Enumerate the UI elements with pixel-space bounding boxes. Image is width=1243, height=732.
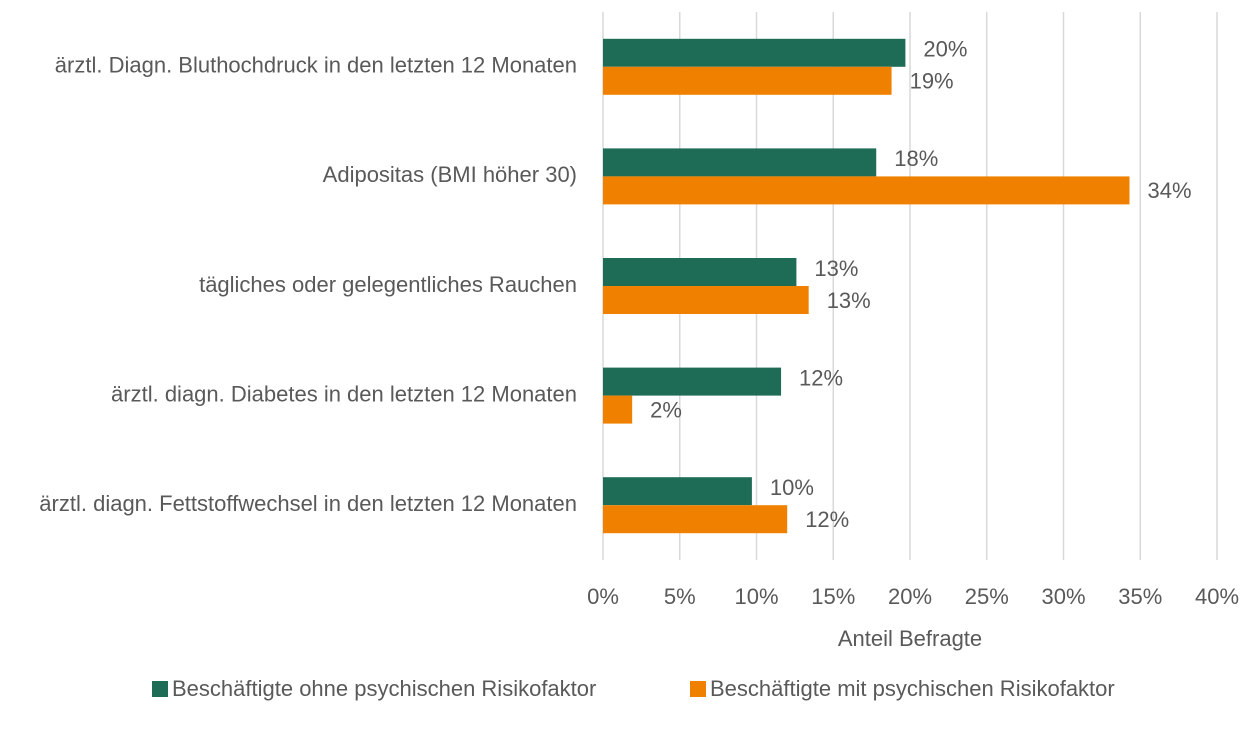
data-label: 12%	[805, 507, 849, 532]
x-tick-label: 10%	[734, 584, 778, 609]
y-tick-label: tägliches oder gelegentliches Rauchen	[199, 272, 577, 297]
y-tick-label: Adipositas (BMI höher 30)	[323, 162, 577, 187]
x-tick-label: 35%	[1118, 584, 1162, 609]
y-tick-label: ärztl. diagn. Diabetes in den letzten 12…	[111, 381, 577, 406]
legend-swatch	[690, 681, 706, 697]
legend-label: Beschäftigte mit psychischen Risikofakto…	[710, 676, 1115, 701]
data-label: 20%	[923, 37, 967, 62]
data-label: 34%	[1148, 178, 1192, 203]
data-label: 12%	[799, 365, 843, 390]
bar	[603, 367, 782, 396]
x-tick-label: 0%	[587, 584, 619, 609]
y-tick-label: ärztl. diagn. Fettstoffwechsel in den le…	[39, 491, 577, 516]
bar	[603, 477, 752, 506]
bar	[603, 395, 633, 424]
x-tick-label: 25%	[965, 584, 1009, 609]
data-label: 2%	[650, 397, 682, 422]
x-tick-label: 5%	[664, 584, 696, 609]
bar	[603, 505, 788, 534]
x-tick-label: 15%	[811, 584, 855, 609]
bar	[603, 148, 877, 177]
y-tick-label: ärztl. Diagn. Bluthochdruck in den letzt…	[55, 53, 577, 78]
x-axis-title: Anteil Befragte	[838, 626, 982, 651]
bar	[603, 176, 1130, 205]
x-tick-label: 20%	[888, 584, 932, 609]
data-label: 18%	[894, 146, 938, 171]
legend-swatch	[152, 681, 168, 697]
data-label: 13%	[827, 288, 871, 313]
x-tick-label: 40%	[1195, 584, 1239, 609]
bar	[603, 66, 892, 95]
bar	[603, 286, 809, 314]
data-label: 19%	[910, 69, 954, 94]
data-label: 10%	[770, 475, 814, 500]
x-tick-label: 30%	[1041, 584, 1085, 609]
bar	[603, 38, 906, 67]
bar	[603, 258, 797, 286]
data-label: 13%	[814, 256, 858, 281]
legend-label: Beschäftigte ohne psychischen Risikofakt…	[172, 676, 596, 701]
